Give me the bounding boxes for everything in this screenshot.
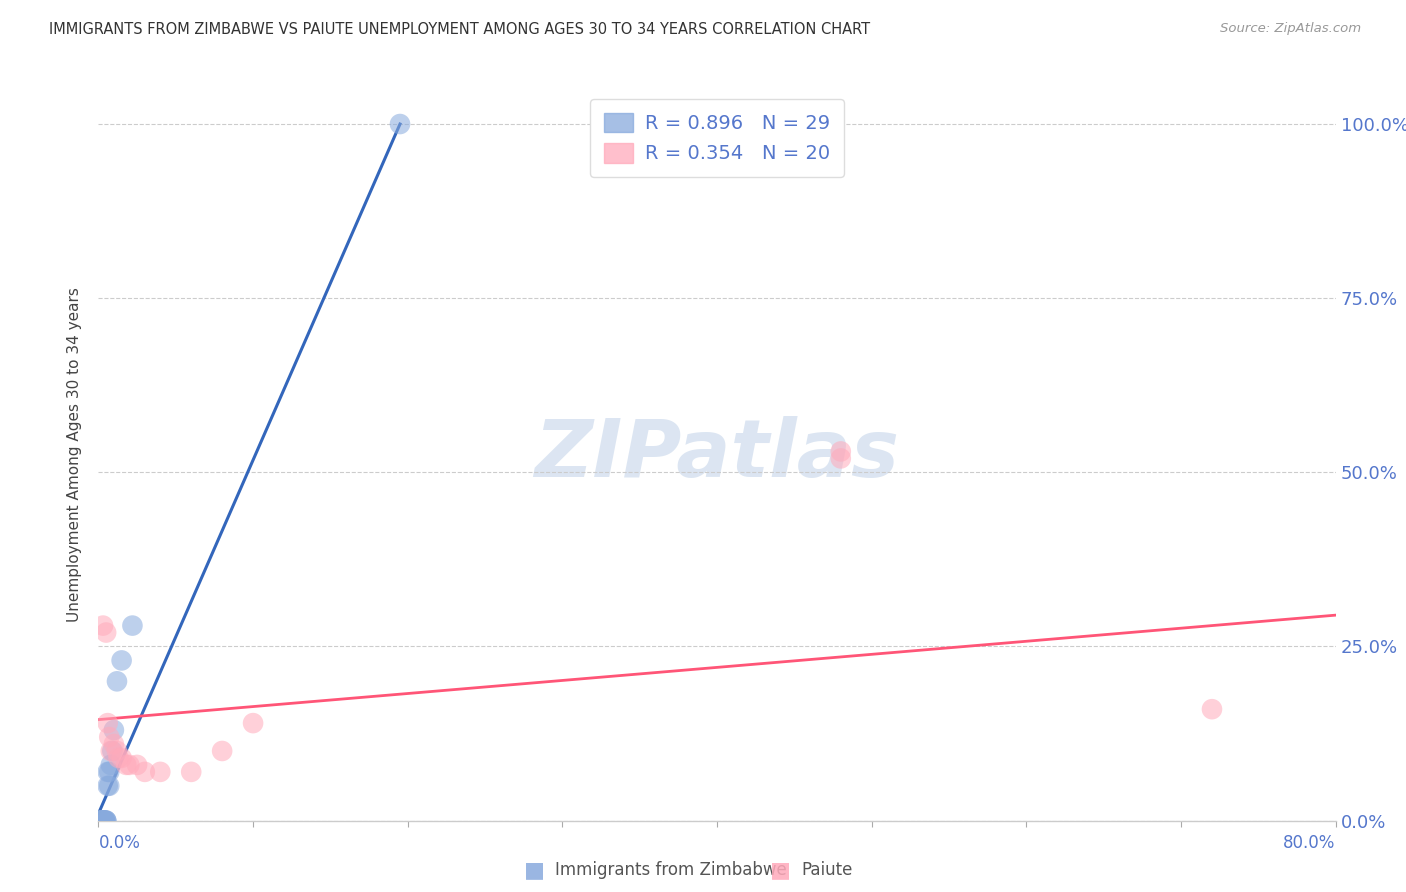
Point [91, 814, 114, 828]
Point [90, 814, 112, 828]
Y-axis label: Unemployment Among Ages 30 to 34 years: Unemployment Among Ages 30 to 34 years [67, 287, 83, 623]
Point [127, 758, 149, 772]
Point [89, 814, 111, 828]
Point [100, 744, 122, 758]
Text: Immigrants from Zimbabwe: Immigrants from Zimbabwe [555, 861, 787, 879]
Text: ZIPatlas: ZIPatlas [534, 416, 900, 494]
Point [830, 444, 852, 458]
Point [89, 814, 111, 828]
Point [93, 814, 115, 828]
Point [91, 618, 114, 632]
Text: Paiute: Paiute [801, 861, 853, 879]
Point [388, 117, 412, 131]
Point [101, 744, 124, 758]
Point [211, 744, 233, 758]
Point [105, 744, 128, 758]
Point [96, 814, 118, 828]
Point [149, 764, 172, 779]
Point [107, 751, 129, 765]
Text: IMMIGRANTS FROM ZIMBABWE VS PAIUTE UNEMPLOYMENT AMONG AGES 30 TO 34 YEARS CORREL: IMMIGRANTS FROM ZIMBABWE VS PAIUTE UNEMP… [49, 22, 870, 37]
Point [97, 716, 120, 731]
Point [100, 758, 122, 772]
Point [105, 674, 128, 689]
Point [90, 814, 112, 828]
Point [134, 764, 156, 779]
Point [96, 625, 118, 640]
Point [93, 814, 115, 828]
Point [93, 814, 115, 828]
Point [1201, 702, 1223, 716]
Point [111, 653, 134, 667]
Point [118, 758, 141, 772]
Point [96, 814, 118, 828]
Point [91, 814, 114, 828]
Text: 80.0%: 80.0% [1284, 834, 1336, 852]
Text: ■: ■ [770, 860, 790, 880]
Text: 0.0%: 0.0% [98, 834, 141, 852]
Point [103, 723, 125, 737]
Point [96, 814, 118, 828]
Point [91, 814, 114, 828]
Point [115, 758, 138, 772]
Legend: R = 0.896   N = 29, R = 0.354   N = 20: R = 0.896 N = 29, R = 0.354 N = 20 [591, 99, 844, 177]
Point [93, 814, 115, 828]
Text: Source: ZipAtlas.com: Source: ZipAtlas.com [1220, 22, 1361, 36]
Point [830, 451, 852, 466]
Text: ■: ■ [524, 860, 544, 880]
Point [91, 814, 114, 828]
Point [121, 618, 143, 632]
Point [180, 764, 202, 779]
Point [90, 814, 112, 828]
Point [90, 814, 112, 828]
Point [97, 764, 120, 779]
Point [103, 737, 125, 751]
Point [98, 779, 121, 793]
Point [111, 751, 134, 765]
Point [98, 764, 121, 779]
Point [89, 814, 111, 828]
Point [242, 716, 264, 731]
Point [98, 730, 121, 744]
Point [97, 779, 120, 793]
